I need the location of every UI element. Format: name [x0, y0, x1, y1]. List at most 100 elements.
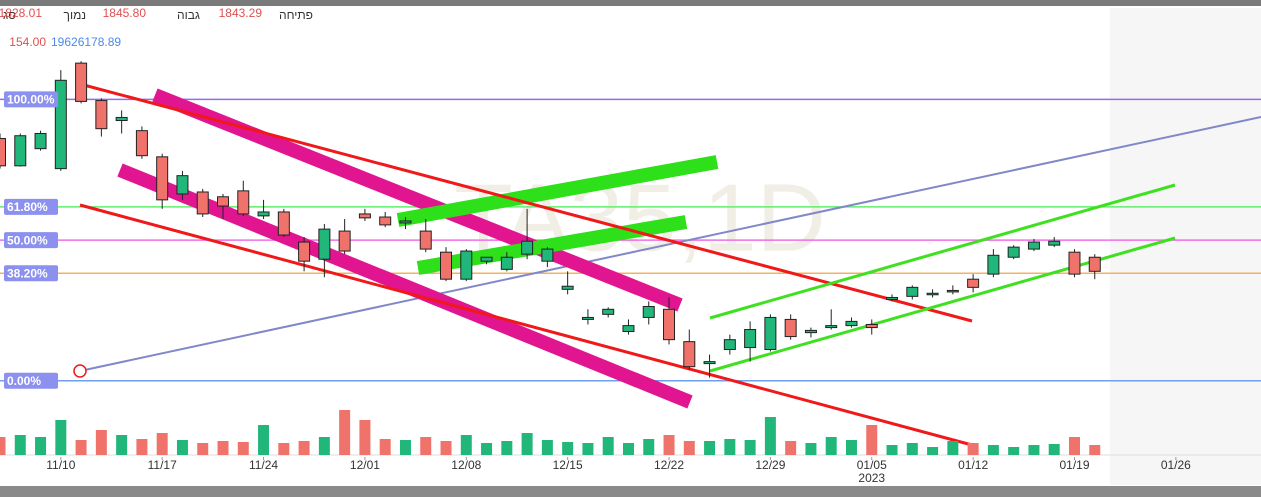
- volume-bar: [95, 430, 107, 455]
- candle-body: [176, 175, 189, 195]
- volume-bar: [379, 439, 391, 455]
- future-zone: [1110, 8, 1261, 485]
- volume-bar: [724, 439, 736, 455]
- top-bar: [0, 0, 1261, 6]
- volume-bar: [339, 410, 351, 455]
- anchor-point: [73, 364, 87, 378]
- trend-line: [709, 183, 1176, 320]
- volume-bar: [55, 420, 67, 455]
- candle-body: [277, 211, 290, 236]
- volume-bar: [947, 441, 959, 455]
- volume-bar: [541, 440, 553, 455]
- volume-bar: [14, 435, 26, 455]
- volume-bar: [987, 445, 999, 455]
- volume-bar: [460, 435, 472, 455]
- volume-bar: [136, 439, 148, 455]
- volume-bar: [318, 437, 330, 455]
- candle-body: [967, 278, 980, 288]
- volume-bar: [156, 433, 168, 455]
- volume-bar: [501, 441, 513, 455]
- header-label: סג: [3, 8, 16, 22]
- candle-body: [318, 228, 331, 260]
- y-tick-box: [4, 265, 58, 282]
- candle-body: [926, 292, 939, 296]
- candle-body: [34, 132, 47, 150]
- volume-bar: [258, 425, 270, 455]
- candle-body: [217, 196, 230, 207]
- candle-body: [663, 308, 676, 341]
- candle-body: [906, 286, 919, 297]
- volume-bar: [622, 443, 634, 455]
- volume-bar: [197, 443, 209, 455]
- y-tick-box: [4, 198, 58, 215]
- candle-body: [95, 100, 108, 130]
- candle-body: [1007, 246, 1020, 258]
- volume-bar: [481, 443, 493, 455]
- header-value: 1845.80: [103, 6, 147, 20]
- x-tick-label: 11/10: [46, 458, 75, 472]
- candle-body: [642, 305, 655, 318]
- drawings: [73, 82, 1261, 447]
- header-value: 154.00: [9, 35, 46, 49]
- candle-body: [723, 339, 736, 351]
- year-label: 2023: [858, 471, 885, 485]
- candle-body: [196, 191, 209, 215]
- y-tick-box: [4, 372, 58, 389]
- volume-bar: [704, 441, 716, 455]
- bottom-bar: [0, 486, 1261, 497]
- volume-bar: [35, 437, 47, 455]
- volume-bar: [1089, 445, 1101, 455]
- header-label: נמוך: [64, 8, 86, 22]
- candle-body: [1088, 256, 1101, 272]
- volume-bar: [663, 435, 675, 455]
- x-tick-label: 12/15: [553, 458, 583, 472]
- candle-body: [987, 254, 1000, 275]
- candle-body: [886, 296, 899, 300]
- candle-body: [156, 156, 169, 201]
- volume-bar: [906, 443, 918, 455]
- candles: [0, 61, 1101, 378]
- candle-body: [460, 250, 473, 280]
- volume-bar: [0, 437, 6, 455]
- volume-bar: [217, 441, 229, 455]
- candle-body: [683, 341, 696, 368]
- volume-bar: [1048, 444, 1060, 455]
- volume-bar: [643, 439, 655, 455]
- candle-body: [419, 230, 432, 250]
- candle-body: [115, 116, 128, 122]
- x-tick-label: 01/19: [1059, 458, 1089, 472]
- candle-body: [257, 211, 270, 217]
- volume-bar: [764, 417, 776, 455]
- candle-body: [845, 320, 858, 327]
- volume-bar: [399, 440, 411, 455]
- candle-body: [54, 79, 67, 170]
- x-tick-label: 12/08: [451, 458, 481, 472]
- volume-bar: [825, 437, 837, 455]
- volume-bar: [683, 441, 695, 455]
- x-tick-label: 12/29: [755, 458, 785, 472]
- candle-body: [581, 316, 594, 320]
- channel-band: [396, 155, 719, 227]
- header-value: 1828.01: [0, 6, 42, 20]
- volume-bar: [75, 440, 87, 455]
- volume-bar: [278, 443, 290, 455]
- candle-body: [0, 138, 6, 167]
- volume-bar: [785, 441, 797, 455]
- candle-body: [135, 130, 148, 157]
- labels: 100.00% 61.80% 50.00% 38.20% 0.00% 11/10 11/17…: [4, 91, 1191, 485]
- x-tick-label: 12/22: [654, 458, 684, 472]
- volume-bar: [298, 441, 310, 455]
- candle-body: [1027, 241, 1040, 250]
- volume-bar: [176, 440, 188, 455]
- candle-body: [784, 318, 797, 338]
- header-label: פתיחה: [279, 8, 313, 22]
- volume-pane: [0, 410, 1261, 456]
- volume-bar: [805, 443, 817, 455]
- candle-body: [946, 289, 959, 293]
- candle-body: [521, 240, 534, 255]
- candle-body: [338, 230, 351, 252]
- x-tick-label: 01/26: [1161, 458, 1191, 472]
- y-tick-label: 0.00%: [7, 374, 41, 388]
